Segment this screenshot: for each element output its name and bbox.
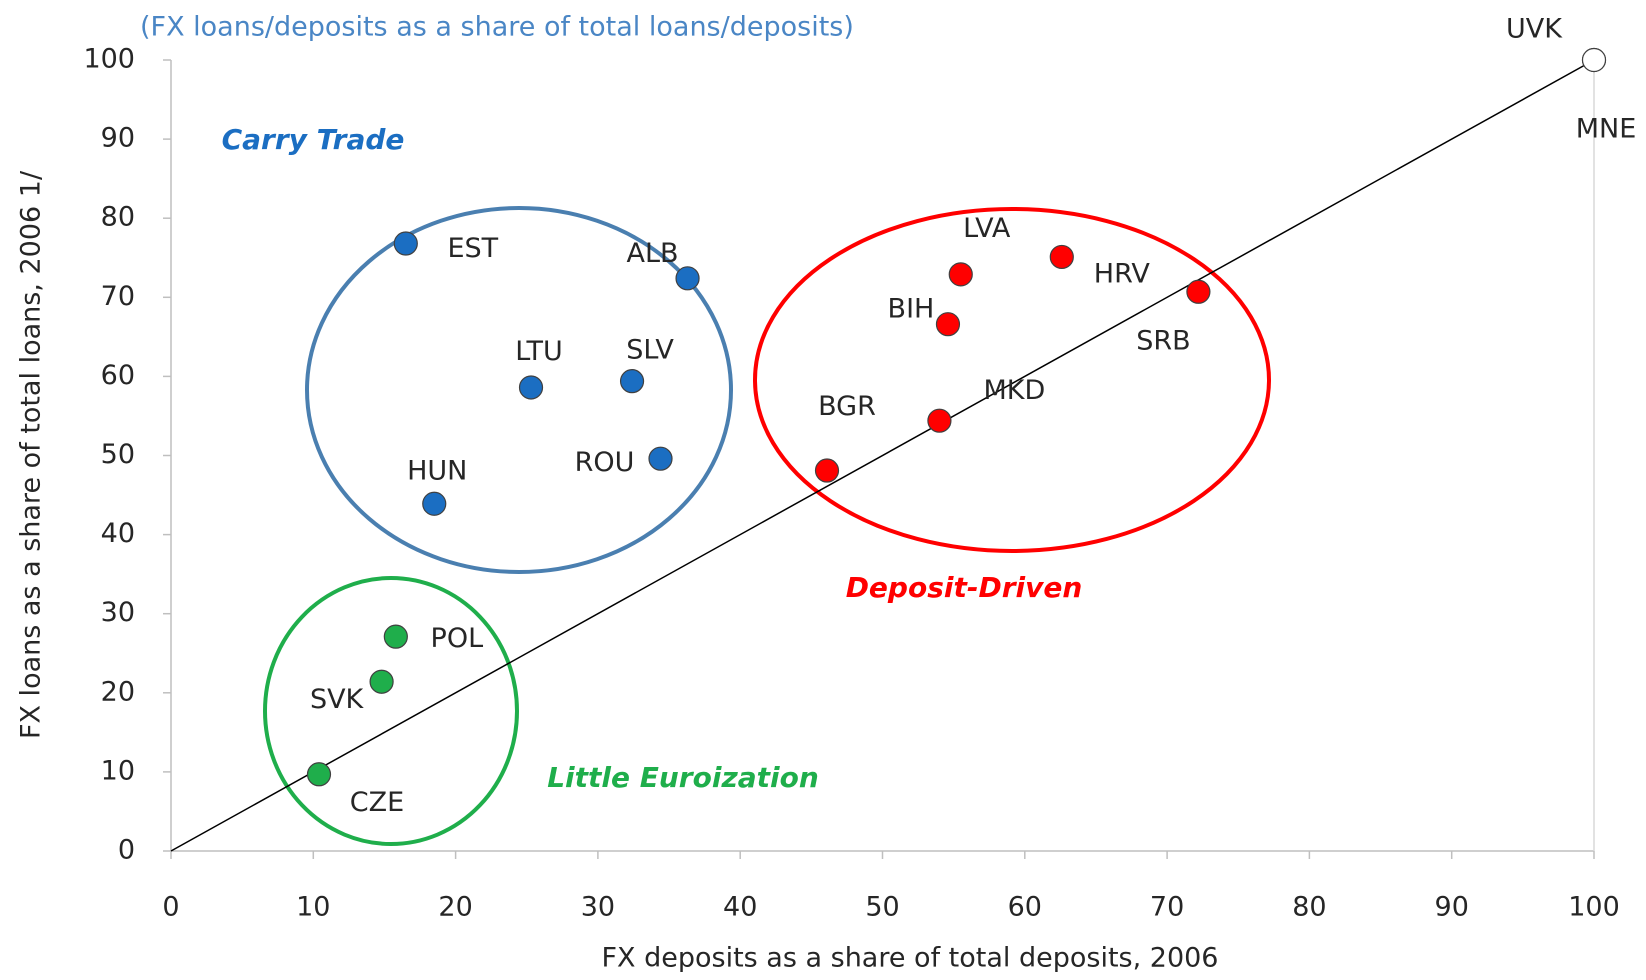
- x-tick-label: 30: [581, 892, 615, 923]
- point-label: BGR: [818, 391, 876, 422]
- y-tick-label: 10: [101, 755, 135, 786]
- x-tick-label: 40: [723, 892, 757, 923]
- y-tick-label: 80: [101, 202, 135, 233]
- point-label: LVA: [963, 213, 1011, 244]
- data-point: [619, 369, 645, 394]
- group-outline: [753, 207, 1271, 553]
- point-label: UVK: [1506, 14, 1563, 45]
- point-label: HUN: [407, 455, 467, 486]
- data-point: [648, 446, 673, 471]
- point-label: ALB: [627, 238, 679, 269]
- data-point: [369, 669, 394, 694]
- x-tick-label: 50: [865, 892, 899, 923]
- data-point: [1186, 279, 1211, 304]
- data-point: [1581, 47, 1607, 73]
- data-point: [675, 266, 700, 291]
- data-point: [935, 312, 961, 337]
- x-tick-label: 70: [1150, 892, 1184, 923]
- x-tick-label: 100: [1568, 892, 1620, 923]
- data-point: [306, 762, 332, 787]
- point-label: BIH: [888, 294, 935, 325]
- y-tick-label: 90: [101, 123, 135, 154]
- x-tick-label: 90: [1435, 892, 1469, 923]
- point-label: MKD: [984, 375, 1046, 406]
- y-tick-label: 30: [101, 597, 135, 628]
- point-label: SLV: [626, 335, 674, 366]
- data-point: [927, 408, 952, 433]
- y-tick-label: 60: [101, 360, 135, 391]
- point-label: ROU: [575, 447, 635, 478]
- x-axis-title: FX deposits as a share of total deposits…: [601, 943, 1218, 974]
- data-point: [422, 491, 447, 516]
- data-point: [1049, 244, 1074, 270]
- x-tick-label: 0: [162, 892, 179, 923]
- data-point: [383, 624, 408, 649]
- data-point: [393, 231, 418, 256]
- data-point: [518, 375, 544, 400]
- x-tick-label: 60: [1008, 892, 1042, 923]
- y-tick-label: 0: [118, 835, 135, 866]
- group-label: Carry Trade: [222, 123, 405, 156]
- y-tick-label: 70: [101, 281, 135, 312]
- group-outline: [305, 206, 733, 574]
- point-label: HRV: [1094, 258, 1151, 289]
- data-point: [814, 458, 840, 483]
- reference-line: [170, 59, 1595, 852]
- x-tick-label: 80: [1292, 892, 1326, 923]
- subtitle: (FX loans/deposits as a share of total l…: [140, 12, 854, 43]
- group-label: Deposit-Driven: [846, 571, 1083, 604]
- y-tick-label: 50: [101, 439, 135, 470]
- point-label: LTU: [515, 336, 563, 367]
- x-tick-label: 10: [296, 892, 330, 923]
- group-label: Little Euroization: [547, 761, 819, 794]
- y-tick-label: 20: [101, 676, 135, 707]
- point-label: MNE: [1576, 114, 1637, 145]
- group-outline: [263, 576, 519, 846]
- point-label: EST: [447, 233, 498, 264]
- x-tick-label: 20: [438, 892, 472, 923]
- point-label: SRB: [1136, 325, 1190, 356]
- point-label: POL: [431, 623, 484, 654]
- y-tick-label: 100: [83, 44, 135, 75]
- y-tick-label: 40: [101, 518, 135, 549]
- point-label: CZE: [350, 787, 404, 818]
- data-point: [948, 262, 973, 287]
- point-label: SVK: [310, 684, 365, 715]
- y-axis-title: FX loans as a share of total loans, 2006…: [16, 170, 47, 739]
